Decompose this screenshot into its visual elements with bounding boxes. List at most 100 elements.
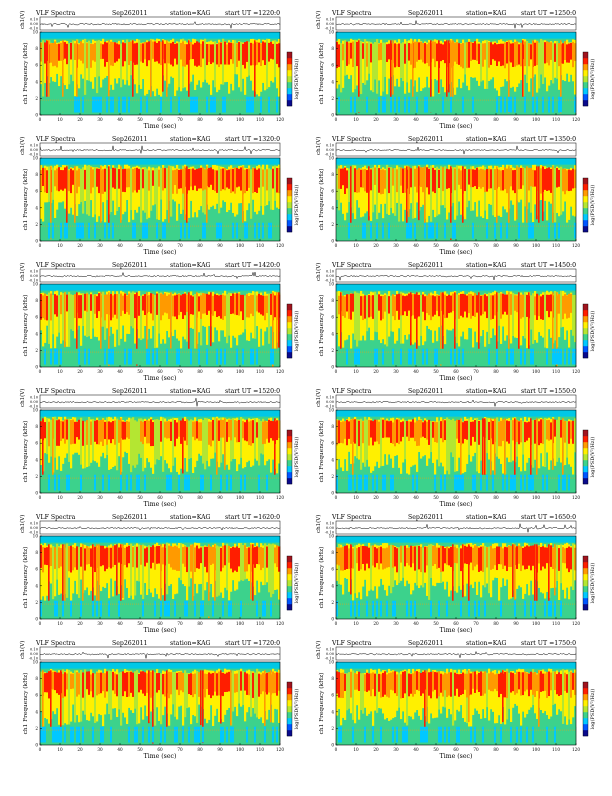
spectrogram-cell <box>552 671 555 705</box>
spectrogram-cell <box>546 672 549 698</box>
spectrogram-cell <box>550 291 553 338</box>
spectrogram-cell <box>408 43 411 61</box>
spectrogram-cell <box>118 547 121 563</box>
spectrogram-cell <box>496 417 499 457</box>
spectrogram-cell <box>200 222 203 239</box>
spectrogram-cell <box>88 294 91 337</box>
spectrogram-cell <box>570 420 573 467</box>
spectrogram-cell <box>188 222 191 239</box>
spectrogram-cell <box>354 348 357 365</box>
spectrogram-cell <box>250 420 253 446</box>
spectrogram-cell <box>214 295 217 328</box>
spectrogram-cell <box>444 419 447 475</box>
spectrogram-cell <box>444 96 447 113</box>
spectrogram-cell <box>526 96 529 113</box>
spectrogram-cell <box>148 545 151 590</box>
spectrogram-cell <box>152 420 155 474</box>
spectrogram-cell <box>440 421 443 439</box>
spectrogram-cell <box>416 474 419 491</box>
spectrogram-cell <box>234 547 237 571</box>
spectrogram-cell <box>362 474 365 491</box>
spectrogram-cell <box>442 96 445 113</box>
spectrogram-streak <box>50 670 52 735</box>
waveform-ylabel: ch1(V) <box>315 641 322 659</box>
spectrogram-cell <box>84 169 87 190</box>
x-tick-label: 60 <box>453 243 459 248</box>
spectrogram-streak <box>562 418 564 482</box>
spectrogram-cell <box>278 669 281 723</box>
spectrogram-streak <box>74 166 76 230</box>
x-tick-label: 10 <box>57 621 63 626</box>
x-tick-label: 60 <box>157 747 163 752</box>
spectrogram-cell <box>356 222 359 239</box>
spectrogram-cell <box>274 544 277 590</box>
spectrogram-cell <box>348 421 351 439</box>
spectrogram-cell <box>542 96 545 113</box>
x-tick-label: 10 <box>353 117 359 122</box>
spectrogram-cell <box>234 600 237 617</box>
spectrogram-cell <box>194 726 197 743</box>
spectrogram-cell <box>242 545 245 581</box>
spectrogram-cell <box>150 96 153 113</box>
spectrogram-cell <box>470 546 473 563</box>
waveform-tick-label: 0.00 <box>30 22 39 26</box>
spectrogram-cell <box>422 222 425 239</box>
colorbar-frame <box>582 303 589 359</box>
spectrogram-cell <box>234 293 237 315</box>
spectrogram-cell <box>494 222 497 239</box>
spectrogram-cell <box>202 600 205 617</box>
spectrogram-cell <box>78 600 81 617</box>
spectrogram-cell <box>484 673 487 719</box>
spectrogram-cell <box>220 42 223 65</box>
spectrogram-cell <box>236 474 239 491</box>
spectrogram-cell <box>396 674 399 697</box>
spectrogram-cell <box>92 167 95 218</box>
spectrogram-cell <box>394 222 397 239</box>
spectrogram-cell <box>358 547 361 571</box>
spectrogram-cell <box>118 40 121 79</box>
spectrogram-cell <box>574 40 577 95</box>
spectrogram-cell <box>266 348 269 365</box>
spectrogram-cell <box>470 293 473 319</box>
y-tick-label: 8 <box>35 424 38 429</box>
y-axis-label: ch1 Frequency (kHz) <box>22 43 29 105</box>
spectrogram-cell <box>158 726 161 743</box>
spectrogram-cell <box>50 348 53 365</box>
spectrogram-cell <box>528 348 531 365</box>
spectrogram-cell <box>90 294 93 311</box>
spectrogram-cell <box>488 546 491 594</box>
spectrogram-cell <box>522 546 525 599</box>
spectrogram-cell <box>276 96 279 113</box>
x-tick-label: 110 <box>552 495 560 500</box>
spectrogram-cell <box>78 348 81 365</box>
colorbar-swatch <box>583 724 588 731</box>
spectrogram-cell <box>388 673 391 698</box>
spectrogram-cell <box>544 726 547 743</box>
spectrogram-cell <box>104 673 107 698</box>
spectrogram-cell <box>218 418 221 468</box>
spectrogram-cell <box>554 671 557 691</box>
spectrogram-cell <box>360 222 363 239</box>
spectrogram-cell <box>84 294 87 336</box>
panel-date: Sep262011 <box>112 262 148 269</box>
spectrogram-cell <box>240 542 243 581</box>
spectrogram-cell <box>508 600 511 617</box>
y-axis-label: ch1 Frequency (kHz) <box>22 547 29 609</box>
spectrogram-cell <box>62 421 65 439</box>
spectrogram-cell <box>342 547 345 571</box>
spectrogram-cell <box>106 421 109 445</box>
spectrogram-cell <box>192 168 195 191</box>
spectrogram-cell <box>474 41 477 60</box>
spectrogram-cell <box>130 671 133 693</box>
spectrogram-cell <box>260 600 263 617</box>
spectrogram-cell <box>236 417 239 472</box>
spectrogram-cell <box>444 474 447 491</box>
waveform-frame <box>335 142 577 157</box>
spectrogram-cell <box>126 348 129 365</box>
spectrogram-cell <box>80 726 83 743</box>
spectrogram-cell <box>68 96 71 113</box>
spectrogram-cell <box>398 474 401 491</box>
spectrogram-cell <box>426 726 429 743</box>
spectrogram-cell <box>480 166 483 217</box>
spectrogram-cell <box>108 474 111 491</box>
